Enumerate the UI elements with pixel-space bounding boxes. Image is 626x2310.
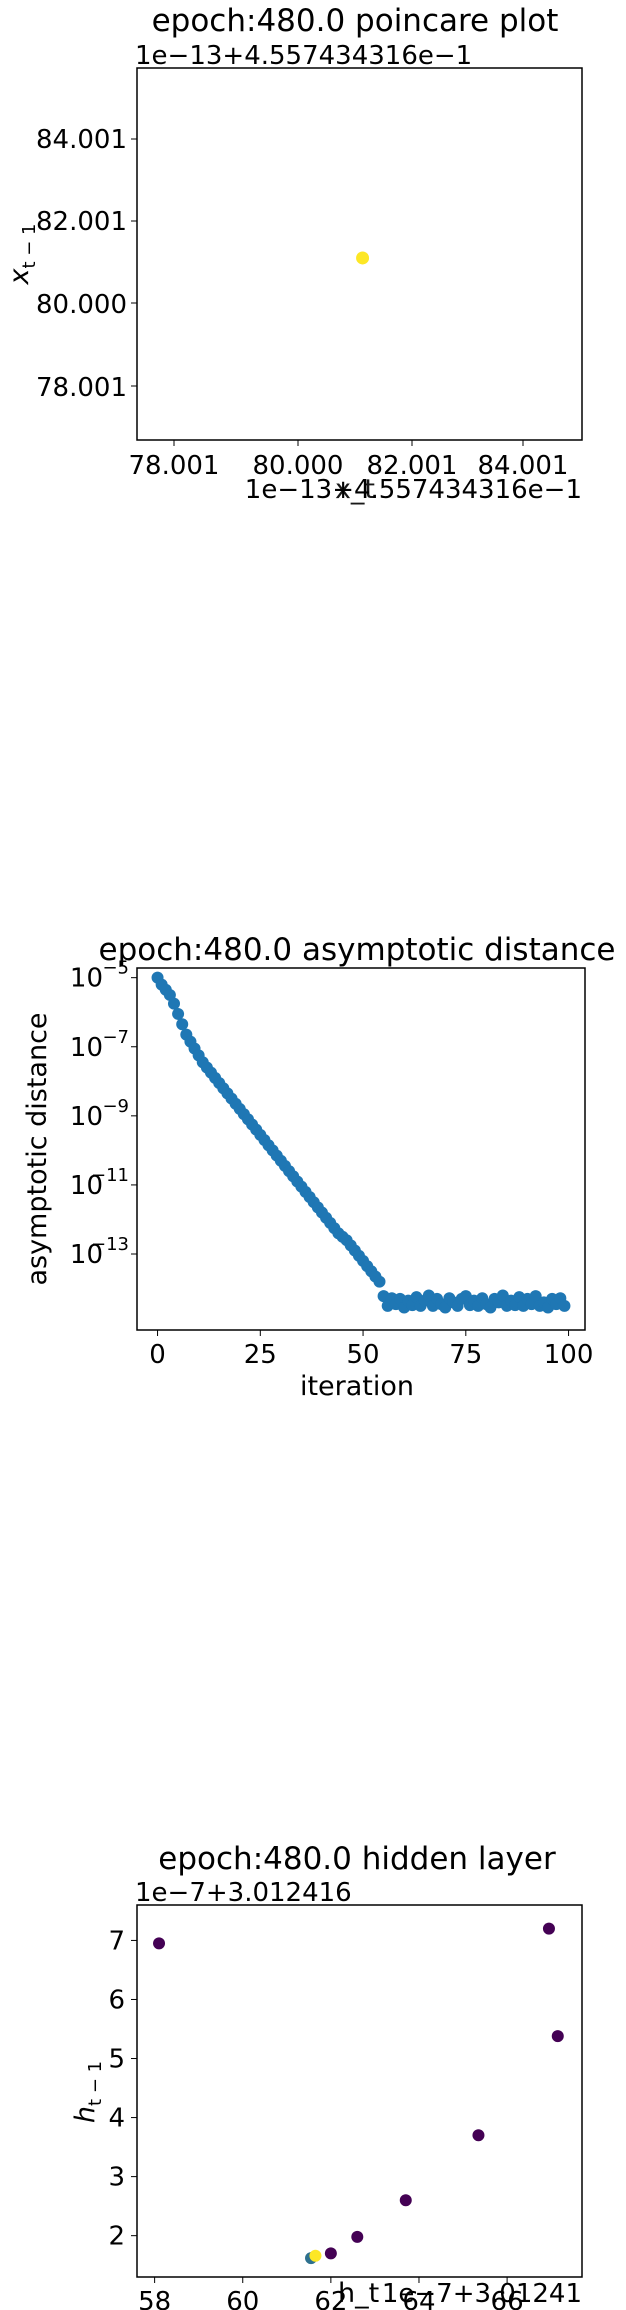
hidden-point	[472, 2129, 485, 2142]
asymptotic-y-tick: 10	[70, 1102, 103, 1132]
hidden-point	[324, 2247, 337, 2260]
asymptotic-y-tick-exponent: −9	[102, 1096, 129, 1117]
asymptotic-points	[151, 971, 571, 1314]
asymptotic-axes-frame	[136, 967, 586, 1331]
hidden-y-label: ht − 1	[70, 2061, 106, 2123]
hidden-x-tick: 58	[138, 2287, 171, 2310]
poincare-points	[356, 251, 370, 265]
asymptotic-y-tick: 10	[70, 964, 103, 994]
hidden-axes-frame	[136, 1904, 583, 2278]
hidden-layer-plot: epoch:480.0 hidden layer 1e−7+3.012416 7…	[70, 1841, 583, 2310]
hidden-point	[399, 2194, 412, 2207]
hidden-x-tick: 64	[402, 2287, 435, 2310]
hidden-points	[153, 1922, 564, 2265]
poincare-y-ticks: 84.001 82.001 80.000 78.001	[36, 125, 127, 403]
hidden-point	[351, 2230, 364, 2243]
asymptotic-y-tick-exponent: −11	[91, 1165, 129, 1186]
hidden-y-tick: 5	[108, 2045, 125, 2075]
poincare-plot: epoch:480.0 poincare plot 1e−13+4.557434…	[4, 3, 583, 505]
poincare-y-tick: 82.001	[36, 207, 127, 237]
poincare-x-ticks: 78.001 80.000 82.001 84.001	[129, 451, 569, 481]
hidden-point	[542, 1922, 555, 1935]
asymptotic-y-tick-exponent: −7	[102, 1027, 129, 1048]
poincare-x-tick: 82.001	[367, 451, 458, 481]
asymptotic-y-tick: 10	[70, 1240, 103, 1270]
asymptotic-y-tick: 10	[70, 1171, 103, 1201]
asymptotic-distance-plot: epoch:480.0 asymptotic distance 10−510−7…	[22, 932, 615, 1402]
asymptotic-point	[558, 1299, 571, 1312]
hidden-x-offset: 1e−7+3.01241	[382, 2279, 582, 2309]
hidden-y-tick: 4	[108, 2104, 125, 2134]
hidden-x-tick: 62	[314, 2287, 347, 2310]
poincare-x-tick: 78.001	[129, 451, 220, 481]
poincare-x-offset: 1e−13+4.557434316e−1	[245, 475, 582, 505]
poincare-y-offset: 1e−13+4.557434316e−1	[135, 41, 472, 71]
poincare-point	[356, 251, 370, 265]
poincare-y-tick: 80.000	[36, 290, 127, 320]
asymptotic-x-tick: 25	[244, 1340, 277, 1370]
asymptotic-point	[172, 1007, 185, 1020]
hidden-y-tick: 6	[108, 1985, 125, 2015]
hidden-point	[551, 2030, 564, 2043]
asymptotic-x-ticks: 0 25 50 75 100	[149, 1330, 593, 1370]
hidden-x-tick: 60	[226, 2287, 259, 2310]
asymptotic-y-tick-exponent: −13	[91, 1234, 129, 1255]
asymptotic-x-tick: 0	[149, 1340, 166, 1370]
hidden-x-label: h_t	[338, 2278, 379, 2309]
hidden-x-tick: 66	[491, 2287, 524, 2310]
hidden-title: epoch:480.0 hidden layer	[158, 1841, 556, 1877]
hidden-y-tick: 7	[108, 1926, 125, 1956]
asymptotic-point	[529, 1290, 542, 1303]
asymptotic-x-label: iteration	[300, 1371, 414, 1402]
poincare-title: epoch:480.0 poincare plot	[152, 3, 559, 39]
hidden-point	[309, 2249, 322, 2262]
hidden-y-ticks: 7 6 5 4 3 2	[108, 1926, 137, 2252]
poincare-x-tick: 84.001	[478, 451, 569, 481]
hidden-y-offset: 1e−7+3.012416	[135, 1878, 352, 1908]
poincare-y-label: xt − 1	[4, 223, 40, 285]
asymptotic-point	[373, 1275, 386, 1288]
hidden-y-tick: 3	[108, 2163, 125, 2193]
poincare-y-tick: 84.001	[36, 125, 127, 155]
asymptotic-x-tick: 75	[449, 1340, 482, 1370]
asymptotic-x-tick: 100	[544, 1340, 594, 1370]
asymptotic-y-tick: 10	[70, 1033, 103, 1063]
hidden-x-ticks: 58 60 62 64 66	[138, 2277, 524, 2310]
asymptotic-y-label: asymptotic distance	[22, 1012, 53, 1285]
asymptotic-y-tick-exponent: −5	[102, 958, 129, 979]
hidden-y-tick: 2	[108, 2222, 125, 2252]
poincare-y-tick: 78.001	[36, 373, 127, 403]
hidden-point	[153, 1937, 166, 1950]
poincare-x-label: x_t	[335, 474, 375, 505]
asymptotic-point	[176, 1018, 189, 1031]
poincare-x-tick: 80.000	[253, 451, 344, 481]
asymptotic-x-tick: 50	[347, 1340, 380, 1370]
asymptotic-point	[167, 997, 180, 1010]
asymptotic-title: epoch:480.0 asymptotic distance	[99, 932, 616, 968]
